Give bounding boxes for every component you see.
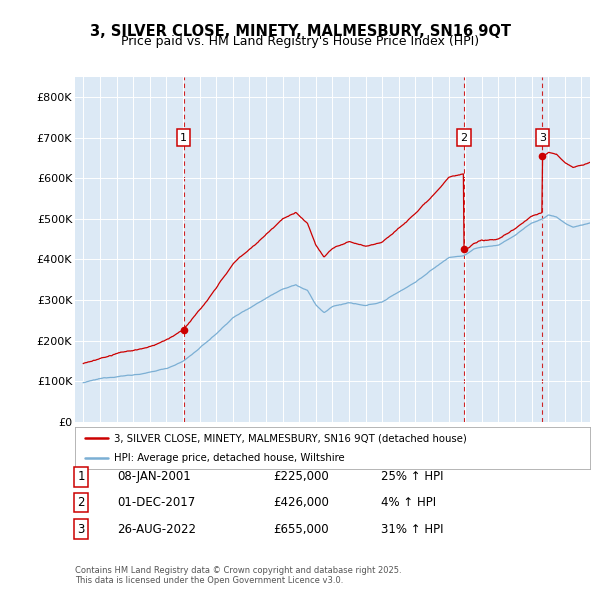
Text: 3: 3 — [539, 133, 546, 143]
Text: 3, SILVER CLOSE, MINETY, MALMESBURY, SN16 9QT: 3, SILVER CLOSE, MINETY, MALMESBURY, SN1… — [89, 24, 511, 38]
Text: £426,000: £426,000 — [273, 496, 329, 509]
Text: 26-AUG-2022: 26-AUG-2022 — [117, 523, 196, 536]
Text: 01-DEC-2017: 01-DEC-2017 — [117, 496, 195, 509]
Text: 1: 1 — [77, 470, 85, 483]
Text: 4% ↑ HPI: 4% ↑ HPI — [381, 496, 436, 509]
Text: 1: 1 — [180, 133, 187, 143]
Text: 3, SILVER CLOSE, MINETY, MALMESBURY, SN16 9QT (detached house): 3, SILVER CLOSE, MINETY, MALMESBURY, SN1… — [113, 433, 466, 443]
Text: 31% ↑ HPI: 31% ↑ HPI — [381, 523, 443, 536]
Text: 2: 2 — [460, 133, 467, 143]
Text: £225,000: £225,000 — [273, 470, 329, 483]
Text: 2: 2 — [77, 496, 85, 509]
Text: 25% ↑ HPI: 25% ↑ HPI — [381, 470, 443, 483]
Text: Contains HM Land Registry data © Crown copyright and database right 2025.
This d: Contains HM Land Registry data © Crown c… — [75, 566, 401, 585]
Text: Price paid vs. HM Land Registry's House Price Index (HPI): Price paid vs. HM Land Registry's House … — [121, 35, 479, 48]
Text: £655,000: £655,000 — [273, 523, 329, 536]
Text: HPI: Average price, detached house, Wiltshire: HPI: Average price, detached house, Wilt… — [113, 453, 344, 463]
Text: 08-JAN-2001: 08-JAN-2001 — [117, 470, 191, 483]
Text: 3: 3 — [77, 523, 85, 536]
